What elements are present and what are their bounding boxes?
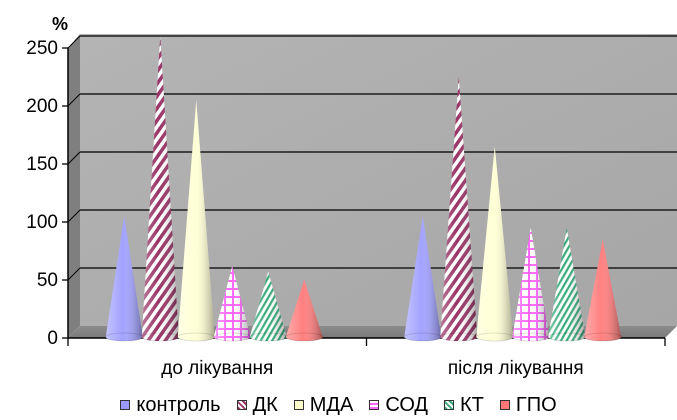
gridline-side <box>67 267 81 281</box>
legend-swatch <box>293 400 304 410</box>
y-tick-label: 150 <box>26 154 58 175</box>
legend-label: КТ <box>459 393 484 416</box>
plot-back-wall <box>80 34 677 326</box>
y-tick-label: 250 <box>26 38 58 59</box>
legend-swatch <box>443 400 454 410</box>
y-unit-label: % <box>52 14 68 34</box>
gridlines <box>67 35 677 281</box>
legend-label: контроль <box>136 393 221 416</box>
legend-item: контроль <box>120 393 221 417</box>
category-labels: до лікування після лікування <box>161 358 583 379</box>
legend-label: СОД <box>385 393 428 416</box>
legend-item: ГПО <box>499 393 557 417</box>
y-tick-labels: 0 50 100 150 200 250 <box>26 38 58 349</box>
cones <box>105 36 622 342</box>
gridline-side <box>67 35 81 49</box>
cone-6-1 <box>285 279 324 342</box>
gridline-side <box>67 93 81 107</box>
y-tick-label: 200 <box>26 96 58 117</box>
cone-6-2 <box>583 239 622 342</box>
y-tick-label: 0 <box>47 328 58 349</box>
side-wall <box>68 34 80 338</box>
legend-item: КТ <box>443 393 484 417</box>
legend: контроль ДК МДА СОД КТ ГПО <box>0 392 677 418</box>
legend-swatch <box>499 400 510 410</box>
legend-swatch <box>369 400 380 410</box>
category-label: після лікування <box>448 358 584 379</box>
category-label: до лікування <box>161 358 273 379</box>
cone-2-2 <box>439 76 478 342</box>
legend-label: ГПО <box>515 393 557 416</box>
legend-item: ДК <box>236 393 278 417</box>
gridline-side <box>67 151 81 165</box>
chart: 0 50 100 150 200 250 до лікування після лікува… <box>26 14 677 379</box>
legend-swatch <box>236 400 247 410</box>
legend-label: МДА <box>309 393 354 416</box>
legend-item: СОД <box>369 394 428 417</box>
y-tick-label: 50 <box>37 270 58 291</box>
legend-swatch <box>120 400 131 410</box>
legend-label: ДК <box>252 393 278 416</box>
legend-item: МДА <box>293 393 354 417</box>
gridline-side <box>67 209 81 223</box>
cone-5-1 <box>249 271 288 342</box>
y-tick-label: 100 <box>26 212 58 233</box>
